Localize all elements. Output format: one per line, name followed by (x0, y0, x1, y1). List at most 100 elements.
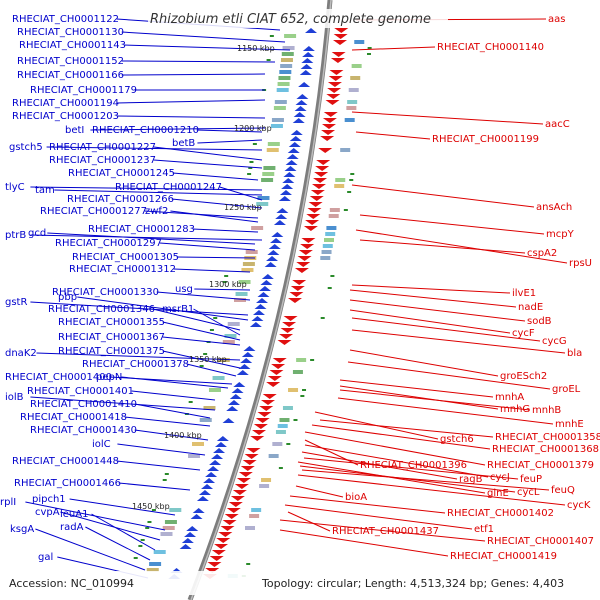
gene-label-rheciat-ch0001194[interactable]: RHECIAT_CH0001194 (12, 98, 119, 109)
gene-label-rheciat-ch0001266[interactable]: RHECIAT_CH0001266 (67, 194, 174, 205)
gene-label-aacc[interactable]: aacC (545, 119, 570, 130)
gene-label-feuq[interactable]: feuQ (551, 485, 575, 496)
gene-label-rheciat-ch0001368[interactable]: RHECIAT_CH0001368 (492, 444, 599, 455)
gene-label-mnhg[interactable]: mnhG (500, 404, 530, 415)
gene-label-groel[interactable]: groEL (552, 384, 581, 395)
gene-label-ptrb[interactable]: ptrB (5, 230, 26, 241)
gene-label-groesch2[interactable]: groESch2 (500, 371, 547, 382)
gene-label-iolc[interactable]: iolC (92, 439, 111, 450)
gene-label-rheciat-ch0001122[interactable]: RHECIAT_CH0001122 (12, 14, 119, 25)
gene-label-rheciat-ch0001227[interactable]: RHECIAT_CH0001227 (49, 142, 156, 153)
gene-label-gstch5[interactable]: gstch5 (9, 142, 43, 153)
gene-label-rheciat-ch0001437[interactable]: RHECIAT_CH0001437 (332, 526, 439, 537)
gene-label-cvpa[interactable]: cvpA (35, 507, 60, 518)
feature-block (217, 358, 230, 362)
gene-label-rheciat-ch0001401[interactable]: RHECIAT_CH0001401 (27, 386, 134, 397)
gene-label-rheciat-ch0001143[interactable]: RHECIAT_CH0001143 (19, 40, 126, 51)
gene-label-rheciat-ch0001203[interactable]: RHECIAT_CH0001203 (12, 111, 119, 122)
gene-label-rheciat-ch0001305[interactable]: RHECIAT_CH0001305 (72, 252, 179, 263)
gene-label-rheciat-ch0001247[interactable]: RHECIAT_CH0001247 (115, 182, 222, 193)
gene-label-rheciat-ch0001140[interactable]: RHECIAT_CH0001140 (437, 42, 544, 53)
gene-label-rheciat-ch0001152[interactable]: RHECIAT_CH0001152 (17, 56, 124, 67)
forward-gene-arrow (228, 502, 243, 507)
gene-label-rheciat-ch0001210[interactable]: RHECIAT_CH0001210 (92, 125, 199, 136)
gene-label-rheciat-ch0001375[interactable]: RHECIAT_CH0001375 (58, 346, 165, 357)
gene-label-mnha[interactable]: mnhA (495, 392, 524, 403)
gene-label-rheciat-ch0001355[interactable]: RHECIAT_CH0001355 (58, 317, 165, 328)
gene-label-rheciat-ch0001297[interactable]: RHECIAT_CH0001297 (55, 238, 162, 249)
label-connector (349, 349, 499, 377)
gene-label-mnhb[interactable]: mnhB (532, 405, 561, 416)
gene-label-rheciat-ch0001448[interactable]: RHECIAT_CH0001448 (12, 456, 119, 467)
gene-label-feup[interactable]: feuP (520, 474, 542, 485)
gene-label-bla[interactable]: bla (567, 348, 582, 359)
gene-label-rheciat-ch0001407[interactable]: RHECIAT_CH0001407 (487, 536, 594, 547)
gene-label-ragb[interactable]: ragB (459, 474, 483, 485)
gene-label-rheciat-ch0001312[interactable]: RHECIAT_CH0001312 (69, 264, 176, 275)
gene-label-gstr[interactable]: gstR (5, 297, 27, 308)
gene-label-rpsu[interactable]: rpsU (569, 258, 592, 269)
feature-block (276, 88, 289, 92)
gene-label-ilve1[interactable]: ilvE1 (512, 288, 536, 299)
gene-label-rheciat-ch0001419[interactable]: RHECIAT_CH0001419 (450, 551, 557, 562)
gene-label-pbp[interactable]: pbp (58, 292, 77, 303)
gene-label-rheciat-ch0001179[interactable]: RHECIAT_CH0001179 (30, 85, 137, 96)
gene-label-rheciat-ch0001430[interactable]: RHECIAT_CH0001430 (30, 425, 137, 436)
gene-label-rheciat-ch0001245[interactable]: RHECIAT_CH0001245 (68, 168, 175, 179)
gene-label-cyck[interactable]: cycK (567, 500, 591, 511)
reverse-gene-arrow (287, 148, 300, 153)
gene-label-bioa[interactable]: bioA (345, 492, 367, 503)
gene-label-pepn[interactable]: pepN (96, 372, 122, 383)
gene-label-rheciat-ch0001330[interactable]: RHECIAT_CH0001330 (52, 287, 159, 298)
gene-label-gstch6[interactable]: gstch6 (440, 434, 474, 445)
label-connector (121, 60, 276, 63)
gene-label-rheciat-ch0001358[interactable]: RHECIAT_CH0001358 (495, 432, 600, 443)
gene-label-ksga[interactable]: ksgA (10, 524, 34, 535)
gene-label-rheciat-ch0001199[interactable]: RHECIAT_CH0001199 (432, 134, 539, 145)
gene-label-beti[interactable]: betI (65, 125, 84, 136)
gene-label-cycf[interactable]: cycF (512, 328, 535, 339)
gene-label-rheciat-ch0001130[interactable]: RHECIAT_CH0001130 (17, 27, 124, 38)
gene-label-sodb[interactable]: sodB (527, 316, 552, 327)
gene-label-rheciat-ch0001378[interactable]: RHECIAT_CH0001378 (82, 359, 189, 370)
gene-label-rada[interactable]: radA (60, 522, 84, 533)
gene-label-aas[interactable]: aas (548, 14, 565, 25)
gene-label-rheciat-ch0001410[interactable]: RHECIAT_CH0001410 (30, 399, 137, 410)
gene-label-rheciat-ch0001466[interactable]: RHECIAT_CH0001466 (14, 478, 121, 489)
gene-label-rheciat-ch0001346[interactable]: RHECIAT_CH0001346 (48, 304, 155, 315)
gene-label-glne[interactable]: glnE (487, 488, 509, 499)
gene-label-gal[interactable]: gal (38, 552, 53, 563)
gene-label-cycj[interactable]: cycJ (490, 472, 510, 483)
gene-label-tlyc[interactable]: tlyC (5, 182, 25, 193)
gene-label-etf1[interactable]: etf1 (474, 524, 494, 535)
gene-label-dnak2[interactable]: dnaK2 (5, 348, 37, 359)
gene-label-rheciat-ch0001367[interactable]: RHECIAT_CH0001367 (58, 332, 165, 343)
gene-label-gcd[interactable]: gcd (28, 228, 46, 239)
gene-label-rpli[interactable]: rplI (0, 497, 16, 508)
gene-label-pipch1[interactable]: pipch1 (32, 494, 66, 505)
gene-label-mcpy[interactable]: mcpY (546, 229, 575, 240)
gene-label-leua1[interactable]: leuA1 (60, 509, 88, 520)
gene-label-rheciat-ch0001402[interactable]: RHECIAT_CH0001402 (447, 508, 554, 519)
gene-label-nade[interactable]: nadE (518, 302, 543, 313)
gene-label-rheciat-ch0001166[interactable]: RHECIAT_CH0001166 (17, 70, 124, 81)
gene-label-rheciat-ch0001283[interactable]: RHECIAT_CH0001283 (88, 224, 195, 235)
gene-label-cycg[interactable]: cycG (542, 336, 567, 347)
gene-label-tam[interactable]: tam (35, 185, 55, 196)
gene-label-cspa2[interactable]: cspA2 (527, 248, 557, 259)
gene-label-rheciat-ch0001379[interactable]: RHECIAT_CH0001379 (487, 460, 594, 471)
gene-label-mnhe[interactable]: mnhE (555, 419, 584, 430)
gene-label-rheciat-ch0001418[interactable]: RHECIAT_CH0001418 (20, 412, 127, 423)
gene-label-rheciat-ch0001396[interactable]: RHECIAT_CH0001396 (360, 460, 467, 471)
gene-label-rheciat-ch0001400[interactable]: RHECIAT_CH0001400 (5, 372, 112, 383)
gene-label-cycl[interactable]: cycL (517, 487, 540, 498)
gene-label-ansach[interactable]: ansAch (536, 202, 572, 213)
gene-label-iolb[interactable]: iolB (5, 392, 24, 403)
gene-label-usg[interactable]: usg (175, 284, 193, 295)
gene-label-msrb1[interactable]: msrB1 (162, 304, 194, 315)
gene-label-zwf2[interactable]: zwf2 (145, 206, 168, 217)
gene-label-rheciat-ch0001237[interactable]: RHECIAT_CH0001237 (49, 155, 156, 166)
gene-label-betb[interactable]: betB (172, 138, 195, 149)
forward-gene-arrow (238, 472, 253, 477)
gene-label-rheciat-ch0001277[interactable]: RHECIAT_CH0001277 (40, 206, 147, 217)
